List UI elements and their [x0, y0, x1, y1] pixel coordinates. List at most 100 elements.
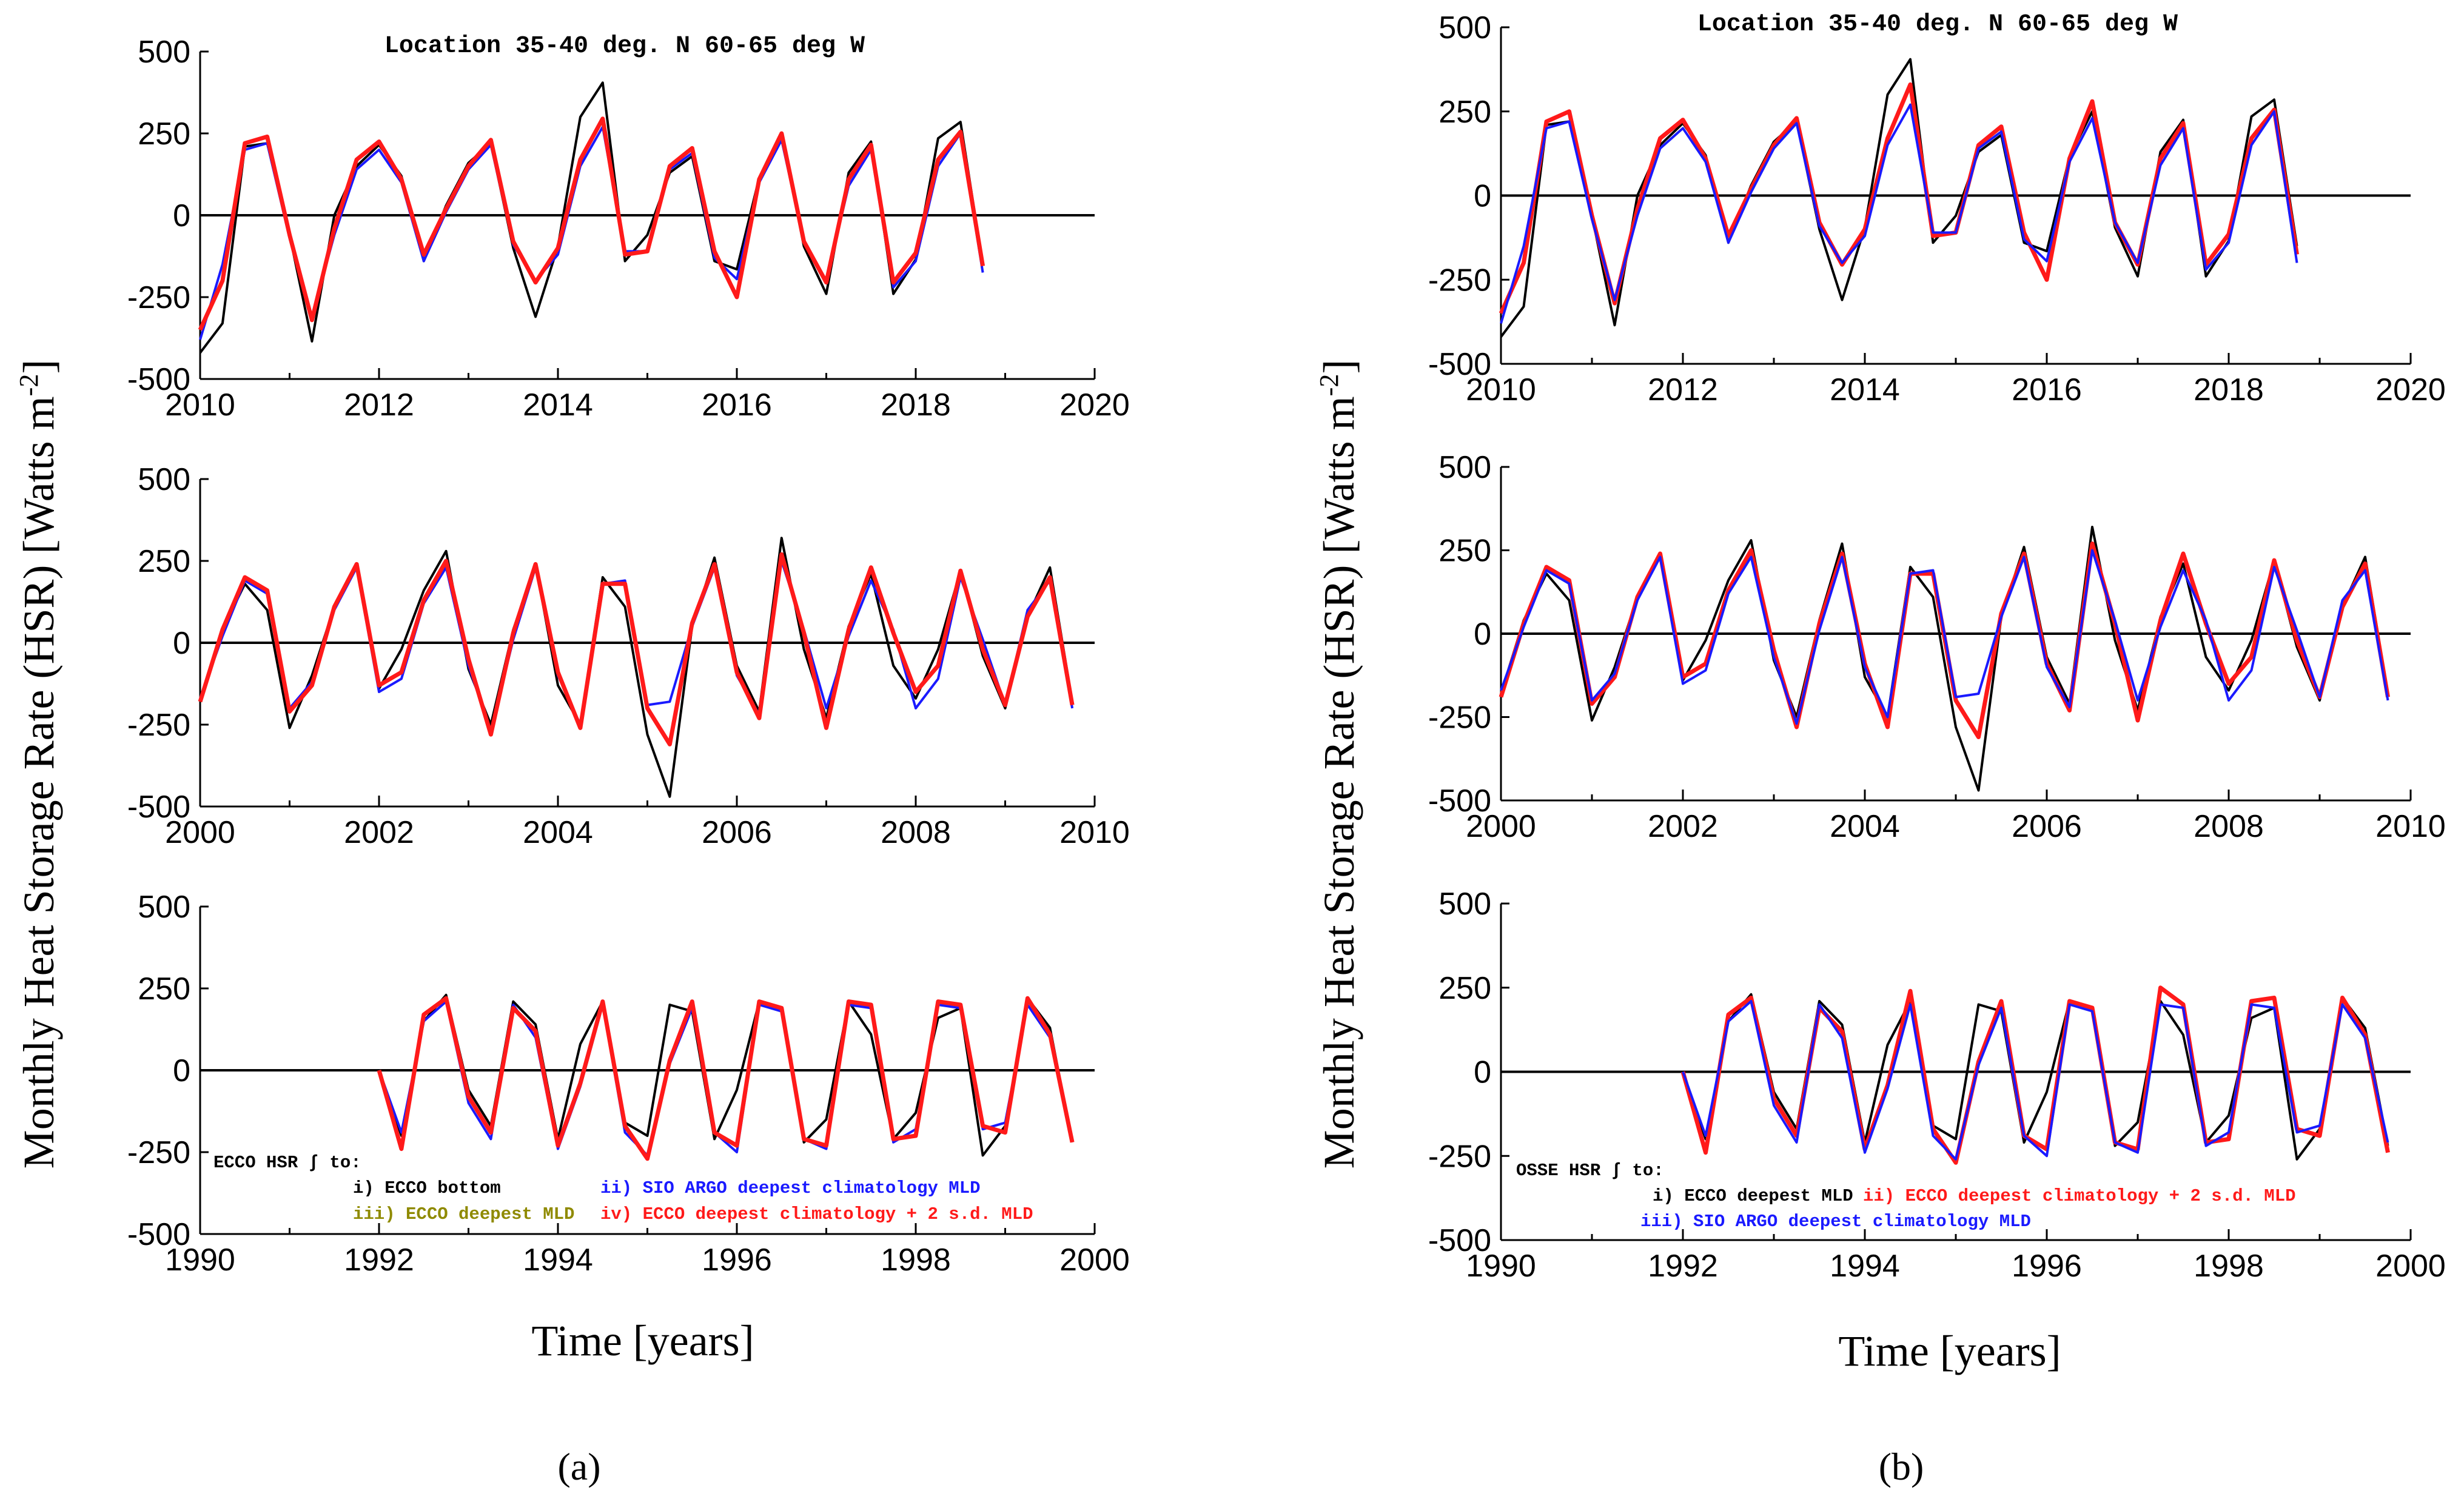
y-tick-label: -250	[1428, 1139, 1491, 1174]
x-tick-label: 2000	[1466, 809, 1536, 844]
series-line	[1682, 1000, 2389, 1161]
legend-b-heading: OSSE HSR ∫ to:	[1516, 1161, 1664, 1181]
y-tick-label: 500	[138, 890, 190, 925]
x-tick-label: 2012	[1648, 372, 1718, 407]
y-tick-label: 0	[1474, 1055, 1491, 1090]
y-tick-label: 500	[1438, 10, 1491, 45]
y-tick-label: 250	[138, 116, 190, 152]
y-tick-label: 0	[173, 198, 190, 233]
panel-a-location-title: Location 35-40 deg. N 60-65 deg W	[384, 33, 865, 60]
y-tick-label: -500	[127, 362, 190, 397]
legend-a-item-iv: iv) ECCO deepest climatology + 2 s.d. ML…	[600, 1204, 1033, 1224]
x-tick-label: 2014	[523, 387, 593, 423]
y-tick-label: -250	[1428, 263, 1491, 298]
legend-b-item-ii: ii) ECCO deepest climatology + 2 s.d. ML…	[1863, 1186, 2296, 1206]
panel-b-label: (b)	[1879, 1445, 1924, 1488]
x-tick-label: 1992	[1648, 1249, 1718, 1284]
x-tick-label: 1994	[1830, 1249, 1900, 1284]
x-tick-label: 2004	[1830, 809, 1900, 844]
x-tick-label: 2020	[1059, 387, 1130, 423]
x-tick-label: 2008	[881, 815, 951, 850]
y-tick-label: 500	[138, 462, 190, 497]
x-axis-label-a: Time [years]	[531, 1316, 754, 1365]
series-line	[378, 993, 1074, 1157]
x-tick-label: 2020	[2375, 372, 2446, 407]
x-tick-label: 1992	[344, 1242, 414, 1278]
series-line	[1500, 549, 2389, 725]
legend-a: ECCO HSR ∫ to: i) ECCO bottom iii) ECCO …	[213, 1153, 1033, 1224]
x-tick-label: 2000	[1059, 1242, 1130, 1278]
series-line	[1499, 82, 2299, 315]
y-tick-label: 0	[1474, 179, 1491, 214]
series-line	[378, 1000, 1074, 1157]
y-tick-label: -250	[1428, 700, 1491, 736]
series-line	[199, 81, 984, 354]
y-tick-label: -250	[127, 280, 190, 315]
y-tick-label: -250	[127, 1135, 190, 1170]
x-tick-label: 2010	[2375, 809, 2446, 844]
legend-a-item-i: i) ECCO bottom	[353, 1178, 501, 1198]
legend-b: OSSE HSR ∫ to: i) ECCO deepest MLD ii) E…	[1516, 1161, 2296, 1232]
x-axis-label-b: Time [years]	[1838, 1327, 2061, 1375]
y-tick-label: 250	[138, 971, 190, 1007]
x-tick-label: 2002	[1648, 809, 1718, 844]
y-tick-label: 0	[173, 626, 190, 661]
x-tick-label: 2008	[2194, 809, 2264, 844]
x-tick-label: 1990	[1466, 1249, 1536, 1284]
x-tick-label: 1998	[881, 1242, 951, 1278]
legend-a-item-iii: iii) ECCO deepest MLD	[353, 1204, 574, 1224]
y-tick-label: 0	[1474, 617, 1491, 652]
x-tick-label: 2000	[2375, 1249, 2446, 1284]
series-line	[1682, 993, 2389, 1161]
series-line	[1500, 58, 2298, 338]
x-tick-label: 1990	[165, 1242, 235, 1278]
y-axis-label-a: Monthly Heat Storage Rate (HSR) [Watts m…	[14, 360, 63, 1169]
x-tick-label: 2018	[881, 387, 951, 423]
x-tick-label: 2006	[2012, 809, 2082, 844]
x-tick-label: 2012	[344, 387, 414, 423]
x-tick-label: 2002	[344, 815, 414, 850]
x-tick-label: 1994	[523, 1242, 593, 1278]
legend-a-item-ii: ii) SIO ARGO deepest climatology MLD	[600, 1178, 981, 1198]
x-tick-label: 2000	[165, 815, 235, 850]
panel-a-label: (a)	[557, 1445, 600, 1488]
x-tick-label: 2010	[165, 387, 235, 423]
y-tick-label: 250	[138, 544, 190, 579]
x-tick-label: 2006	[702, 815, 772, 850]
x-tick-label: 2018	[2194, 372, 2264, 407]
y-tick-label: 0	[173, 1053, 190, 1088]
legend-b-item-i: i) ECCO deepest MLD	[1653, 1186, 1853, 1206]
y-tick-label: 500	[138, 35, 190, 70]
legend-b-item-iii: iii) SIO ARGO deepest climatology MLD	[1640, 1212, 2031, 1232]
x-tick-label: 2010	[1466, 372, 1536, 407]
x-tick-label: 2016	[702, 387, 772, 423]
panel-b-location-title: Location 35-40 deg. N 60-65 deg W	[1697, 11, 2178, 38]
legend-a-heading: ECCO HSR ∫ to:	[213, 1153, 361, 1173]
y-axis-label-b: Monthly Heat Storage Rate (HSR) [Watts m…	[1314, 360, 1363, 1169]
y-tick-label: 500	[1438, 450, 1491, 485]
y-tick-label: -250	[127, 708, 190, 743]
y-tick-label: 250	[1438, 534, 1491, 569]
y-tick-label: 250	[1438, 95, 1491, 130]
y-tick-label: -500	[1428, 783, 1491, 819]
series-line	[377, 996, 1075, 1161]
y-tick-label: -500	[1428, 1223, 1491, 1258]
series-line	[1500, 103, 2298, 324]
y-tick-label: 250	[1438, 971, 1491, 1006]
y-tick-label: -500	[127, 1217, 190, 1252]
x-tick-label: 1996	[702, 1242, 772, 1278]
y-tick-label: -500	[1428, 347, 1491, 382]
x-tick-label: 1998	[2194, 1249, 2264, 1284]
x-tick-label: 2014	[1830, 372, 1900, 407]
y-tick-label: -500	[127, 790, 190, 825]
x-tick-label: 1996	[2012, 1249, 2082, 1284]
series-line	[198, 116, 985, 331]
x-tick-label: 2016	[2012, 372, 2082, 407]
x-tick-label: 2004	[523, 815, 593, 850]
series-line	[1680, 985, 2390, 1165]
